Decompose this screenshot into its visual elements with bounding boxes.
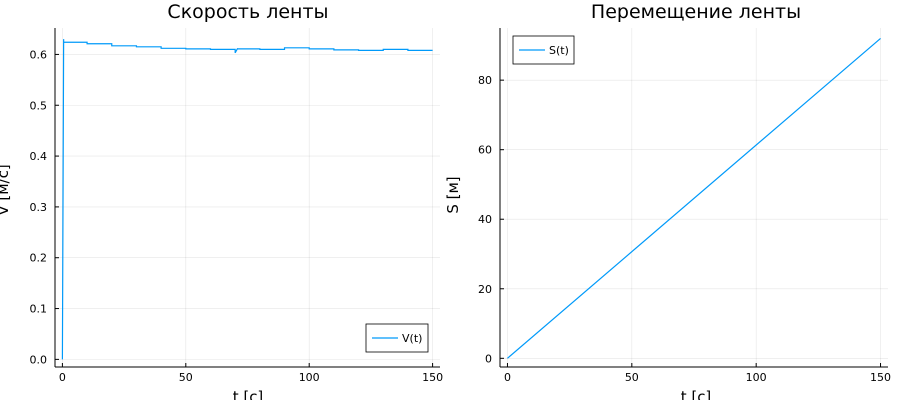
x-tick-label: 150 <box>422 371 443 384</box>
y-tick-label: 60 <box>478 144 492 157</box>
x-tick-label: 50 <box>179 371 193 384</box>
series <box>61 39 433 360</box>
axes <box>499 28 888 368</box>
x-tick-label: 0 <box>504 371 511 384</box>
chart-title: Перемещение ленты <box>591 1 801 23</box>
series-line <box>507 37 881 359</box>
legend: S(t) <box>512 35 575 65</box>
y-tick-label: 0.3 <box>30 201 48 214</box>
x-ticks: 0 50 100 150 <box>59 371 443 384</box>
grid-lines <box>500 28 888 367</box>
axes <box>54 28 440 368</box>
y-ticks: 0.0 0.1 0.2 0.3 0.4 0.5 0.6 <box>30 48 48 366</box>
chart-title: Скорость ленты <box>167 1 328 23</box>
y-tick-label: 0.1 <box>30 303 48 316</box>
y-tick-label: 40 <box>478 213 492 226</box>
x-tick-label: 50 <box>625 371 639 384</box>
y-axis-label: V [м/с] <box>0 164 12 215</box>
x-tick-label: 100 <box>746 371 767 384</box>
x-axis-label: t [c] <box>681 388 712 400</box>
grid-lines <box>55 28 440 367</box>
y-axis-label: S [м] <box>444 176 462 213</box>
x-tick-label: 0 <box>59 371 66 384</box>
x-tick-label: 150 <box>870 371 891 384</box>
x-axis-label: t [c] <box>233 388 264 400</box>
x-ticks: 0 50 100 150 <box>504 371 891 384</box>
legend-label: V(t) <box>402 332 422 345</box>
velocity-chart: Скорость ленты 0 50 100 150 0.0 0.1 0.2 0.3 0.4… <box>0 1 443 400</box>
y-tick-label: 0 <box>485 352 492 365</box>
x-tick-label: 100 <box>299 371 320 384</box>
y-tick-label: 0.2 <box>30 252 48 265</box>
legend-label: S(t) <box>549 44 569 57</box>
y-tick-label: 0.4 <box>30 150 48 163</box>
y-tick-label: 0.5 <box>30 99 48 112</box>
legend: V(t) <box>365 323 429 353</box>
y-tick-label: 0.6 <box>30 48 48 61</box>
series-line <box>61 39 433 360</box>
series <box>507 37 881 359</box>
displacement-chart: Перемещение ленты 0 50 100 150 0 20 40 60 80 t … <box>444 1 891 400</box>
y-ticks: 0 20 40 60 80 <box>478 74 492 365</box>
y-tick-label: 80 <box>478 74 492 87</box>
y-tick-label: 0.0 <box>30 353 48 366</box>
y-tick-label: 20 <box>478 283 492 296</box>
